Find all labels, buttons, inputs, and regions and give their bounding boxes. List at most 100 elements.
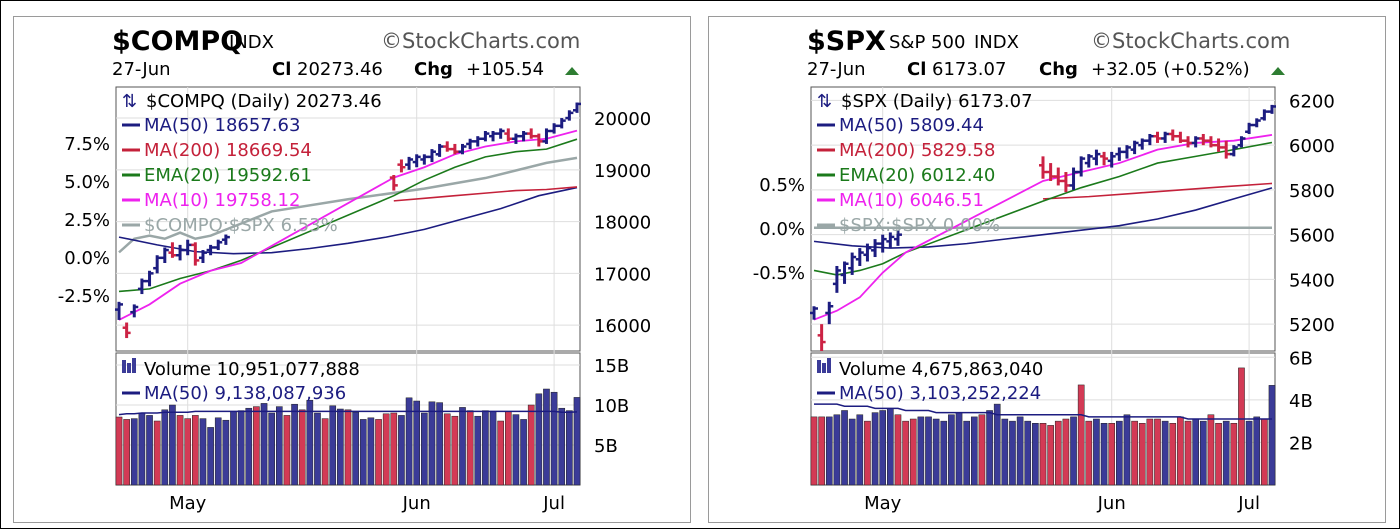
volume-ma-legend: MA(50) 9,138,087,936 xyxy=(144,383,346,404)
volume-bar xyxy=(382,413,390,486)
price-tick-label: 6200 xyxy=(1289,91,1335,112)
volume-bar xyxy=(520,419,527,486)
volume-bar xyxy=(963,420,970,486)
volume-bar xyxy=(329,405,337,486)
volume-bar xyxy=(1184,420,1192,486)
volume-bar xyxy=(887,408,894,486)
volume-bar xyxy=(153,420,161,486)
volume-bar xyxy=(1116,420,1123,486)
x-tick-label: Jul xyxy=(542,493,565,514)
volume-bar xyxy=(367,417,375,486)
volume-bar xyxy=(848,418,856,486)
volume-tick-label: 15B xyxy=(594,356,629,377)
price-legend-icon: ⇅ xyxy=(122,91,137,112)
volume-bar xyxy=(1108,423,1116,486)
x-tick-label: Jun xyxy=(1097,493,1126,514)
price-legend-icon: ⇅ xyxy=(817,91,832,112)
volume-legend-icon xyxy=(132,358,136,373)
volume-tick-label: 4B xyxy=(1289,391,1313,412)
volume-bar xyxy=(390,412,398,486)
volume-bar xyxy=(1024,420,1032,486)
volume-bar xyxy=(512,414,520,486)
volume-bar xyxy=(825,416,833,486)
volume-bar xyxy=(344,409,352,486)
volume-bar xyxy=(474,415,482,486)
close-value: 20273.46 xyxy=(297,59,383,80)
volume-bar xyxy=(1146,418,1154,486)
x-tick-label: Jun xyxy=(402,493,431,514)
source-credit: ©StockCharts.com xyxy=(1091,29,1290,53)
volume-bar xyxy=(940,420,948,486)
volume-bar xyxy=(818,416,825,486)
volume-bar xyxy=(321,418,329,486)
volume-bar xyxy=(375,419,382,486)
quote-date: 27-Jun xyxy=(112,59,171,80)
volume-ma-legend: MA(50) 3,103,252,224 xyxy=(839,383,1041,404)
volume-bar xyxy=(237,410,245,486)
volume-bar xyxy=(130,418,138,486)
change-up-icon xyxy=(1271,67,1285,75)
volume-tick-label: 5B xyxy=(594,436,618,457)
chart-panel-compq: $COMPQ INDX ©StockCharts.com 27-Jun Cl 20273.… xyxy=(13,16,691,523)
volume-bar xyxy=(970,416,978,486)
volume-bar xyxy=(1039,423,1047,486)
volume-legend-icon xyxy=(827,358,831,373)
relative-tick-label: -0.5% xyxy=(753,263,805,284)
volume-bar xyxy=(1093,418,1100,486)
volume-bar xyxy=(955,412,963,486)
volume-ma-line xyxy=(118,410,578,416)
relative-legend: $COMPQ:$SPX 6.53% xyxy=(144,215,338,236)
volume-legend-icon xyxy=(122,360,126,373)
volume-tick-label: 10B xyxy=(594,396,629,417)
volume-bar xyxy=(1100,423,1108,486)
volume-bar xyxy=(841,410,848,486)
index-name: S&P 500 xyxy=(889,32,965,53)
volume-bar xyxy=(810,416,818,486)
volume-bar xyxy=(558,407,566,486)
volume-bar xyxy=(1016,416,1024,486)
volume-bar xyxy=(146,415,153,486)
volume-bar xyxy=(314,412,321,486)
volume-bar xyxy=(398,415,405,486)
volume-bar xyxy=(1169,423,1177,486)
volume-bar xyxy=(504,411,512,486)
price-plot-area xyxy=(810,86,1276,352)
x-tick-label: Jul xyxy=(1237,493,1260,514)
volume-bar xyxy=(879,410,887,486)
volume-bar xyxy=(948,414,955,486)
volume-bar xyxy=(1222,420,1230,486)
price-tick-label: 5400 xyxy=(1289,270,1335,291)
change-label: Chg xyxy=(1039,59,1078,80)
price-legend: $COMPQ (Daily) 20273.46 xyxy=(146,91,382,112)
volume-bar xyxy=(352,411,359,486)
chart-svg-spx: $SPX S&P 500 INDX ©StockCharts.com 27-Jun Cl 6… xyxy=(753,26,1335,514)
price-tick-label: 6000 xyxy=(1289,136,1335,157)
volume-bar xyxy=(443,413,451,486)
index-type: INDX xyxy=(229,32,274,53)
volume-bar xyxy=(1138,423,1146,486)
volume-bar xyxy=(833,414,841,486)
ma200-legend: MA(200) 5829.58 xyxy=(839,140,995,161)
volume-bar xyxy=(1207,414,1215,486)
volume-bar xyxy=(275,406,283,486)
volume-bar xyxy=(902,420,909,486)
quote-date: 27-Jun xyxy=(807,59,866,80)
volume-tick-label: 2B xyxy=(1289,433,1313,454)
relative-tick-label: 5.0% xyxy=(64,172,110,193)
volume-bar xyxy=(550,391,558,486)
volume-bar xyxy=(230,411,237,486)
volume-bar xyxy=(253,406,260,486)
volume-bar xyxy=(894,414,902,486)
volume-bar xyxy=(1215,423,1222,486)
volume-legend-icon xyxy=(817,360,821,373)
ma200-line xyxy=(393,186,578,202)
price-tick-label: 19000 xyxy=(594,161,651,182)
volume-bar xyxy=(451,415,459,486)
volume-bar xyxy=(993,403,1001,486)
source-credit: ©StockCharts.com xyxy=(381,29,580,53)
volume-bar xyxy=(413,400,421,486)
volume-bar xyxy=(1131,420,1138,486)
relative-strength-line xyxy=(118,156,578,254)
volume-bar xyxy=(1123,414,1131,486)
change-up-icon xyxy=(565,67,579,75)
